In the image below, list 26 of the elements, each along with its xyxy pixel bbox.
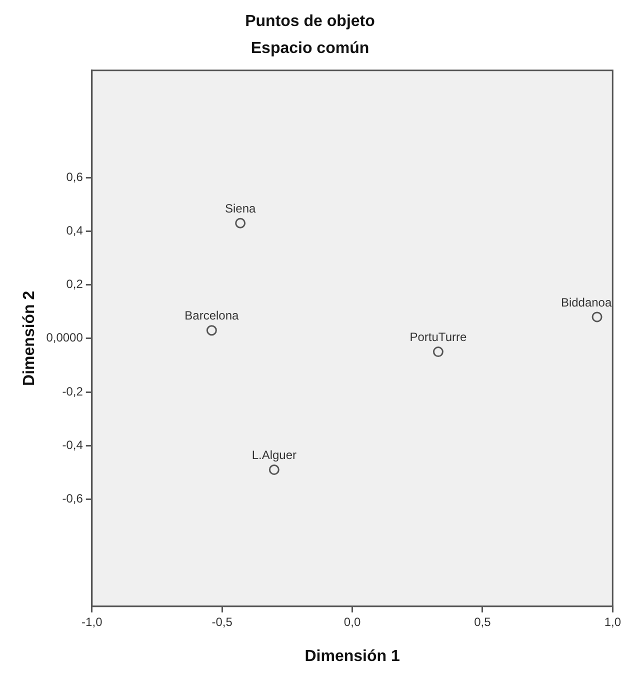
annotation: Biddanoa — [560, 295, 612, 310]
y-tick-label: 0,2 — [66, 277, 84, 292]
x-tick-label: -0,5 — [212, 614, 233, 629]
y-tick-label: -0,4 — [62, 438, 84, 452]
x-tick-label: 0,0 — [344, 614, 361, 629]
point — [206, 325, 217, 336]
x-tick-label: -1,0 — [82, 614, 103, 629]
y-tick-label: 0,6 — [66, 170, 84, 184]
x-axis-title: Dimensión 1 — [304, 648, 400, 665]
annotation: PortuTurre — [410, 330, 467, 344]
point — [592, 312, 602, 322]
annotation: L.Alguer — [252, 448, 297, 462]
point — [268, 464, 280, 475]
y-tick-label: -0,2 — [62, 384, 84, 398]
annotation: Barcelona — [184, 308, 240, 323]
x-tick-label: 0,5 — [474, 614, 492, 629]
y-tick-label: -0,6 — [62, 492, 84, 506]
chart-subtitle: Espacio común — [250, 40, 370, 58]
x-tick-label: 1,0 — [604, 614, 622, 629]
chart-title: Puntos de objeto — [245, 13, 376, 30]
y-tick-label: 0,0000 — [46, 330, 84, 345]
point — [432, 346, 444, 358]
y-axis-title: Dimensión 2 — [21, 290, 38, 386]
point — [235, 218, 246, 228]
y-tick-label: 0,4 — [66, 224, 84, 238]
annotation: Siena — [224, 201, 256, 216]
